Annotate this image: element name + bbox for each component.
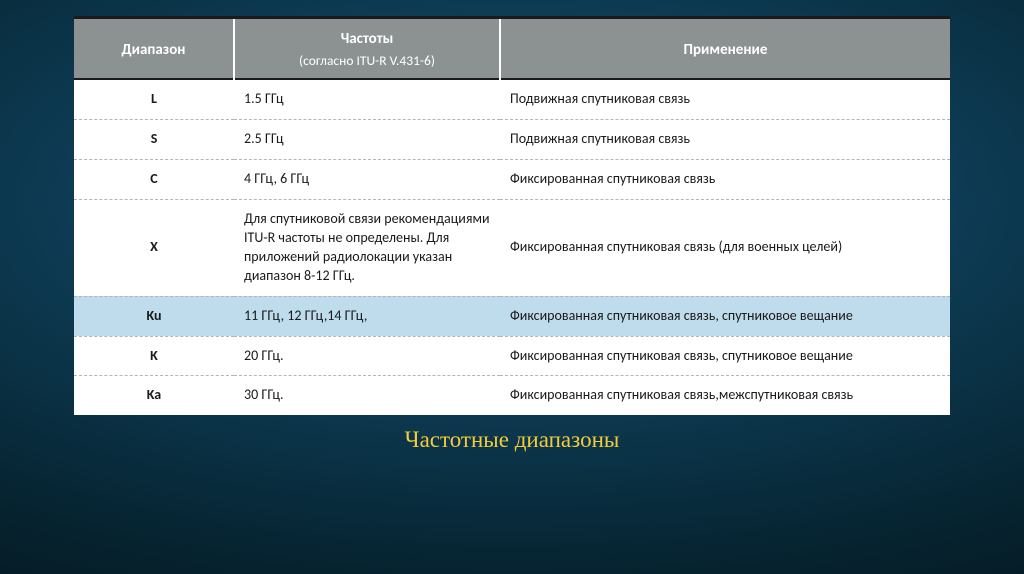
cell-frequency: 4 ГГц, 6 ГГц <box>234 160 500 200</box>
cell-range: Ka <box>74 376 234 415</box>
cell-frequency: 1.5 ГГц <box>234 79 500 119</box>
col-header-range: Диапазон <box>74 19 234 79</box>
col-header-freq-sub: (согласно ITU-R V.431-6) <box>243 52 491 70</box>
cell-application: Фиксированная спутниковая связь, спутник… <box>500 336 950 376</box>
cell-range: K <box>74 336 234 376</box>
cell-application: Подвижная спутниковая связь <box>500 79 950 119</box>
cell-application: Фиксированная спутниковая связь (для вое… <box>500 200 950 297</box>
cell-frequency: Для спутниковой связи рекомендациями ITU… <box>234 200 500 297</box>
cell-range: L <box>74 79 234 119</box>
table-row: L1.5 ГГцПодвижная спутниковая связь <box>74 79 950 119</box>
cell-frequency: 30 ГГц. <box>234 376 500 415</box>
cell-frequency: 20 ГГц. <box>234 336 500 376</box>
table-header: Диапазон Частоты (согласно ITU-R V.431-6… <box>74 19 950 79</box>
cell-application: Фиксированная спутниковая связь, спутник… <box>500 296 950 336</box>
table-row: K20 ГГц.Фиксированная спутниковая связь,… <box>74 336 950 376</box>
frequency-bands-table: Диапазон Частоты (согласно ITU-R V.431-6… <box>74 19 950 415</box>
cell-range: Ku <box>74 296 234 336</box>
cell-range: S <box>74 120 234 160</box>
col-header-app: Применение <box>500 19 950 79</box>
table-body: L1.5 ГГцПодвижная спутниковая связьS2.5 … <box>74 79 950 415</box>
cell-application: Подвижная спутниковая связь <box>500 120 950 160</box>
col-header-freq-main: Частоты <box>341 30 394 48</box>
cell-application: Фиксированная спутниковая связь <box>500 160 950 200</box>
table-row: S2.5 ГГцПодвижная спутниковая связь <box>74 120 950 160</box>
col-header-freq: Частоты (согласно ITU-R V.431-6) <box>234 19 500 79</box>
cell-frequency: 11 ГГц, 12 ГГц,14 ГГц, <box>234 296 500 336</box>
table-row: C4 ГГц, 6 ГГцФиксированная спутниковая с… <box>74 160 950 200</box>
table-row: Ku11 ГГц, 12 ГГц,14 ГГц,Фиксированная сп… <box>74 296 950 336</box>
cell-application: Фиксированная спутниковая связь,межспутн… <box>500 376 950 415</box>
table-row: XДля спутниковой связи рекомендациями IT… <box>74 200 950 297</box>
slide-caption: Частотные диапазоны <box>405 427 620 453</box>
frequency-bands-table-wrap: Диапазон Частоты (согласно ITU-R V.431-6… <box>74 16 950 415</box>
table-row: Ka30 ГГц.Фиксированная спутниковая связь… <box>74 376 950 415</box>
cell-range: C <box>74 160 234 200</box>
cell-range: X <box>74 200 234 297</box>
cell-frequency: 2.5 ГГц <box>234 120 500 160</box>
